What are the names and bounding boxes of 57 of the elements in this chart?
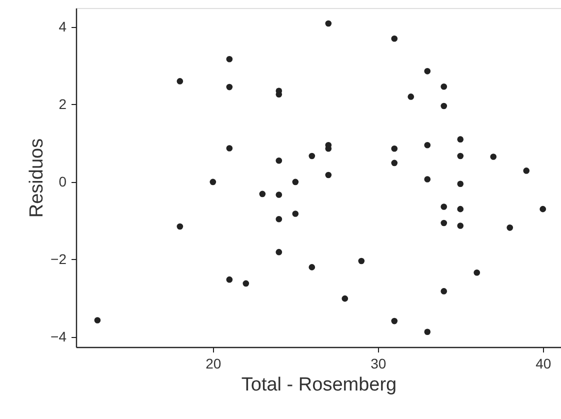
point (276, 248, 282, 256)
point (424, 142, 431, 148)
point (457, 152, 464, 160)
point (276, 216, 282, 222)
point (424, 328, 431, 336)
point (506, 224, 514, 231)
point (440, 220, 448, 226)
point (474, 269, 480, 276)
point (540, 206, 546, 212)
x-axis-title: Total - Rosemberg (241, 374, 397, 396)
point (94, 317, 101, 324)
y-axis-title: Residuos (26, 138, 48, 218)
point (226, 84, 233, 90)
point (276, 192, 282, 198)
x-tick-label: 20 (206, 356, 222, 372)
point (226, 276, 233, 283)
point (308, 152, 316, 160)
x-tick-label: 40 (536, 356, 552, 372)
point (176, 223, 184, 230)
point (292, 210, 299, 217)
point (308, 264, 316, 270)
point (176, 78, 184, 84)
point (523, 168, 530, 174)
point (292, 178, 299, 186)
y-tick-label: −4 (50, 328, 67, 344)
point (276, 157, 282, 164)
point (457, 222, 464, 229)
point (391, 160, 398, 166)
point (325, 20, 332, 27)
point (457, 206, 464, 212)
point (391, 145, 398, 152)
point (440, 83, 448, 90)
point (457, 136, 464, 142)
point (259, 190, 266, 198)
point (440, 204, 448, 210)
y-tick-label: 2 (58, 96, 67, 112)
point (490, 154, 497, 160)
point (342, 295, 348, 302)
point (242, 280, 250, 287)
point (440, 288, 448, 294)
point (276, 91, 282, 98)
y-tick-label: 4 (58, 18, 67, 34)
point (440, 102, 448, 110)
y-tick-label: 0 (58, 173, 67, 190)
point (424, 68, 431, 74)
x-tick-label: 30 (370, 356, 386, 372)
point (391, 318, 398, 324)
point (226, 56, 233, 62)
point (325, 172, 332, 178)
point (391, 35, 398, 42)
point (457, 180, 464, 188)
y-tick-label: −2 (50, 250, 67, 267)
point (358, 258, 365, 264)
point (424, 176, 431, 182)
point (210, 178, 216, 186)
point (408, 94, 414, 100)
point (226, 145, 233, 152)
